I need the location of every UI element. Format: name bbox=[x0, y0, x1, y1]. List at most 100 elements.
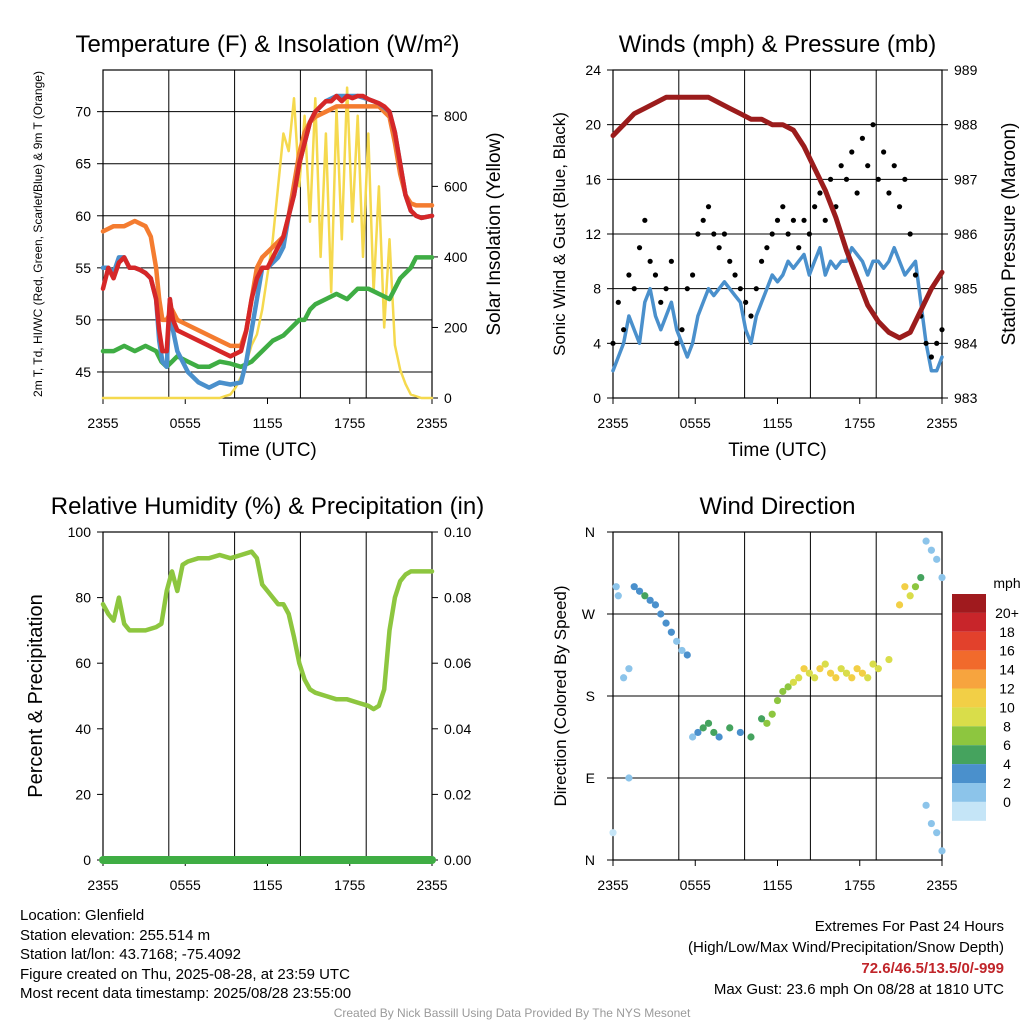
temperature-chart: 2355 0555 1155 1755 2355 Time (UTC) Temperatur… bbox=[31, 31, 505, 461]
humidity-chart: 2355 0555 1155 1755 2355 Relative Humidity (%… bbox=[25, 493, 484, 893]
legend-label: 12 bbox=[999, 681, 1015, 697]
legend-label: 20+ bbox=[995, 605, 1019, 621]
extremes-panel: Extremes For Past 24 Hours (High/Low/Max… bbox=[688, 916, 1004, 1000]
gust-point bbox=[827, 176, 834, 182]
x-tick-label: 0555 bbox=[170, 877, 201, 893]
y-tick-label: 65 bbox=[75, 156, 91, 172]
max-gust: Max Gust: 23.6 mph On 08/28 at 1810 UTC bbox=[713, 981, 1004, 998]
y-tick-label: 8 bbox=[593, 281, 601, 297]
legend-label: 10 bbox=[999, 699, 1015, 715]
direction-point bbox=[805, 669, 813, 677]
direction-point bbox=[683, 651, 691, 659]
x-tick-label: 2355 bbox=[597, 877, 628, 893]
gust-point bbox=[743, 299, 749, 305]
gust-point bbox=[774, 217, 781, 223]
gust-point bbox=[695, 231, 701, 237]
y2-tick-label: 0.10 bbox=[444, 524, 471, 540]
direction-point bbox=[757, 715, 766, 723]
gust-point bbox=[923, 340, 929, 346]
y2-tick-label: 986 bbox=[954, 226, 978, 242]
legend-label: 16 bbox=[999, 643, 1015, 659]
legend-swatch bbox=[952, 669, 986, 689]
direction-point bbox=[651, 601, 660, 609]
legend-swatch bbox=[952, 650, 986, 670]
direction-point bbox=[625, 774, 633, 782]
direction-point bbox=[821, 660, 829, 668]
y-tick-label: 16 bbox=[585, 171, 601, 187]
gust-point bbox=[615, 299, 621, 305]
direction-point bbox=[726, 724, 734, 732]
direction-point bbox=[657, 610, 665, 618]
x-tick-label: 0555 bbox=[170, 415, 201, 431]
direction-point bbox=[922, 537, 930, 545]
gust-point bbox=[764, 245, 770, 251]
series-rh bbox=[100, 549, 435, 712]
extremes-values: 72.6/46.5/13.5/0/-999 bbox=[861, 960, 1004, 977]
direction-point bbox=[694, 728, 702, 737]
y-tick-label: 50 bbox=[75, 312, 91, 328]
x-tick-label: 1155 bbox=[762, 415, 792, 431]
y2-tick-label: 983 bbox=[954, 390, 978, 406]
gust-point bbox=[642, 217, 648, 223]
direction-point bbox=[895, 601, 904, 609]
legend-label: 2 bbox=[1003, 775, 1011, 791]
y2-tick-label: 985 bbox=[954, 281, 978, 297]
x-axis-label: Time (UTC) bbox=[728, 440, 827, 461]
y-tick-label: 80 bbox=[75, 590, 91, 606]
direction-point bbox=[911, 583, 920, 591]
x-tick-label: 1755 bbox=[844, 877, 875, 893]
x-tick-label: 1155 bbox=[252, 877, 282, 893]
gust-point bbox=[907, 231, 913, 237]
speed-legend: mph 20+ 18 16 14 12 10 8 6 4 2 0 bbox=[952, 575, 1021, 821]
wind-direction-chart: 2355 0555 1155 1755 2355 Wind Direction N E S W N D… bbox=[551, 493, 1021, 893]
x-axis-label: Time (UTC) bbox=[218, 440, 317, 461]
y2-tick-label: 0.08 bbox=[444, 590, 471, 606]
direction-point bbox=[933, 829, 941, 837]
legend-swatch bbox=[952, 612, 986, 632]
series-wind bbox=[611, 245, 944, 373]
direction-point bbox=[901, 583, 909, 591]
station-location: Location: Glenfield bbox=[20, 907, 145, 924]
legend-title: mph bbox=[993, 575, 1020, 591]
gust-point bbox=[636, 245, 643, 251]
gust-point bbox=[737, 286, 743, 292]
y2-tick-label: 988 bbox=[954, 117, 978, 133]
legend-swatch bbox=[952, 801, 986, 821]
direction-point bbox=[625, 665, 633, 673]
y-tick-label: 70 bbox=[75, 104, 91, 120]
direction-point bbox=[816, 665, 824, 673]
direction-point bbox=[715, 733, 723, 741]
y-tick-label: 0 bbox=[593, 390, 601, 406]
x-tick-label: 1155 bbox=[252, 415, 282, 431]
legend-label: 4 bbox=[1003, 756, 1011, 772]
x-tick-label: 2355 bbox=[87, 877, 118, 893]
y-tick-label: 12 bbox=[585, 226, 601, 242]
y2-tick-label: 600 bbox=[444, 178, 468, 194]
direction-point bbox=[688, 733, 697, 741]
x-tick-label: 2355 bbox=[416, 415, 447, 431]
direction-point bbox=[609, 829, 617, 837]
gust-point bbox=[912, 272, 919, 278]
direction-point bbox=[747, 733, 755, 741]
chart-title: Temperature (F) & Insolation (W/m²) bbox=[75, 31, 459, 58]
gust-point bbox=[647, 258, 653, 264]
direction-point bbox=[662, 619, 670, 627]
legend-label: 14 bbox=[999, 662, 1015, 678]
legend-swatch bbox=[952, 631, 986, 651]
gust-point bbox=[631, 286, 637, 292]
chart-title: Winds (mph) & Pressure (mb) bbox=[619, 31, 936, 58]
direction-point bbox=[795, 674, 803, 682]
direction-point bbox=[938, 847, 946, 855]
gust-point bbox=[843, 176, 850, 182]
gust-point bbox=[610, 340, 616, 346]
x-tick-label: 1755 bbox=[844, 415, 875, 431]
recent-timestamp: Most recent data timestamp: 2025/08/28 2… bbox=[20, 985, 352, 1002]
y-axis-label: Direction (Colored By Speed) bbox=[551, 585, 570, 806]
direction-point bbox=[938, 573, 946, 582]
gust-point bbox=[902, 176, 908, 182]
direction-point bbox=[853, 665, 861, 673]
direction-point bbox=[800, 665, 808, 673]
y2-axis-label: Station Pressure (Maroon) bbox=[999, 123, 1020, 346]
x-tick-label: 2355 bbox=[597, 415, 628, 431]
